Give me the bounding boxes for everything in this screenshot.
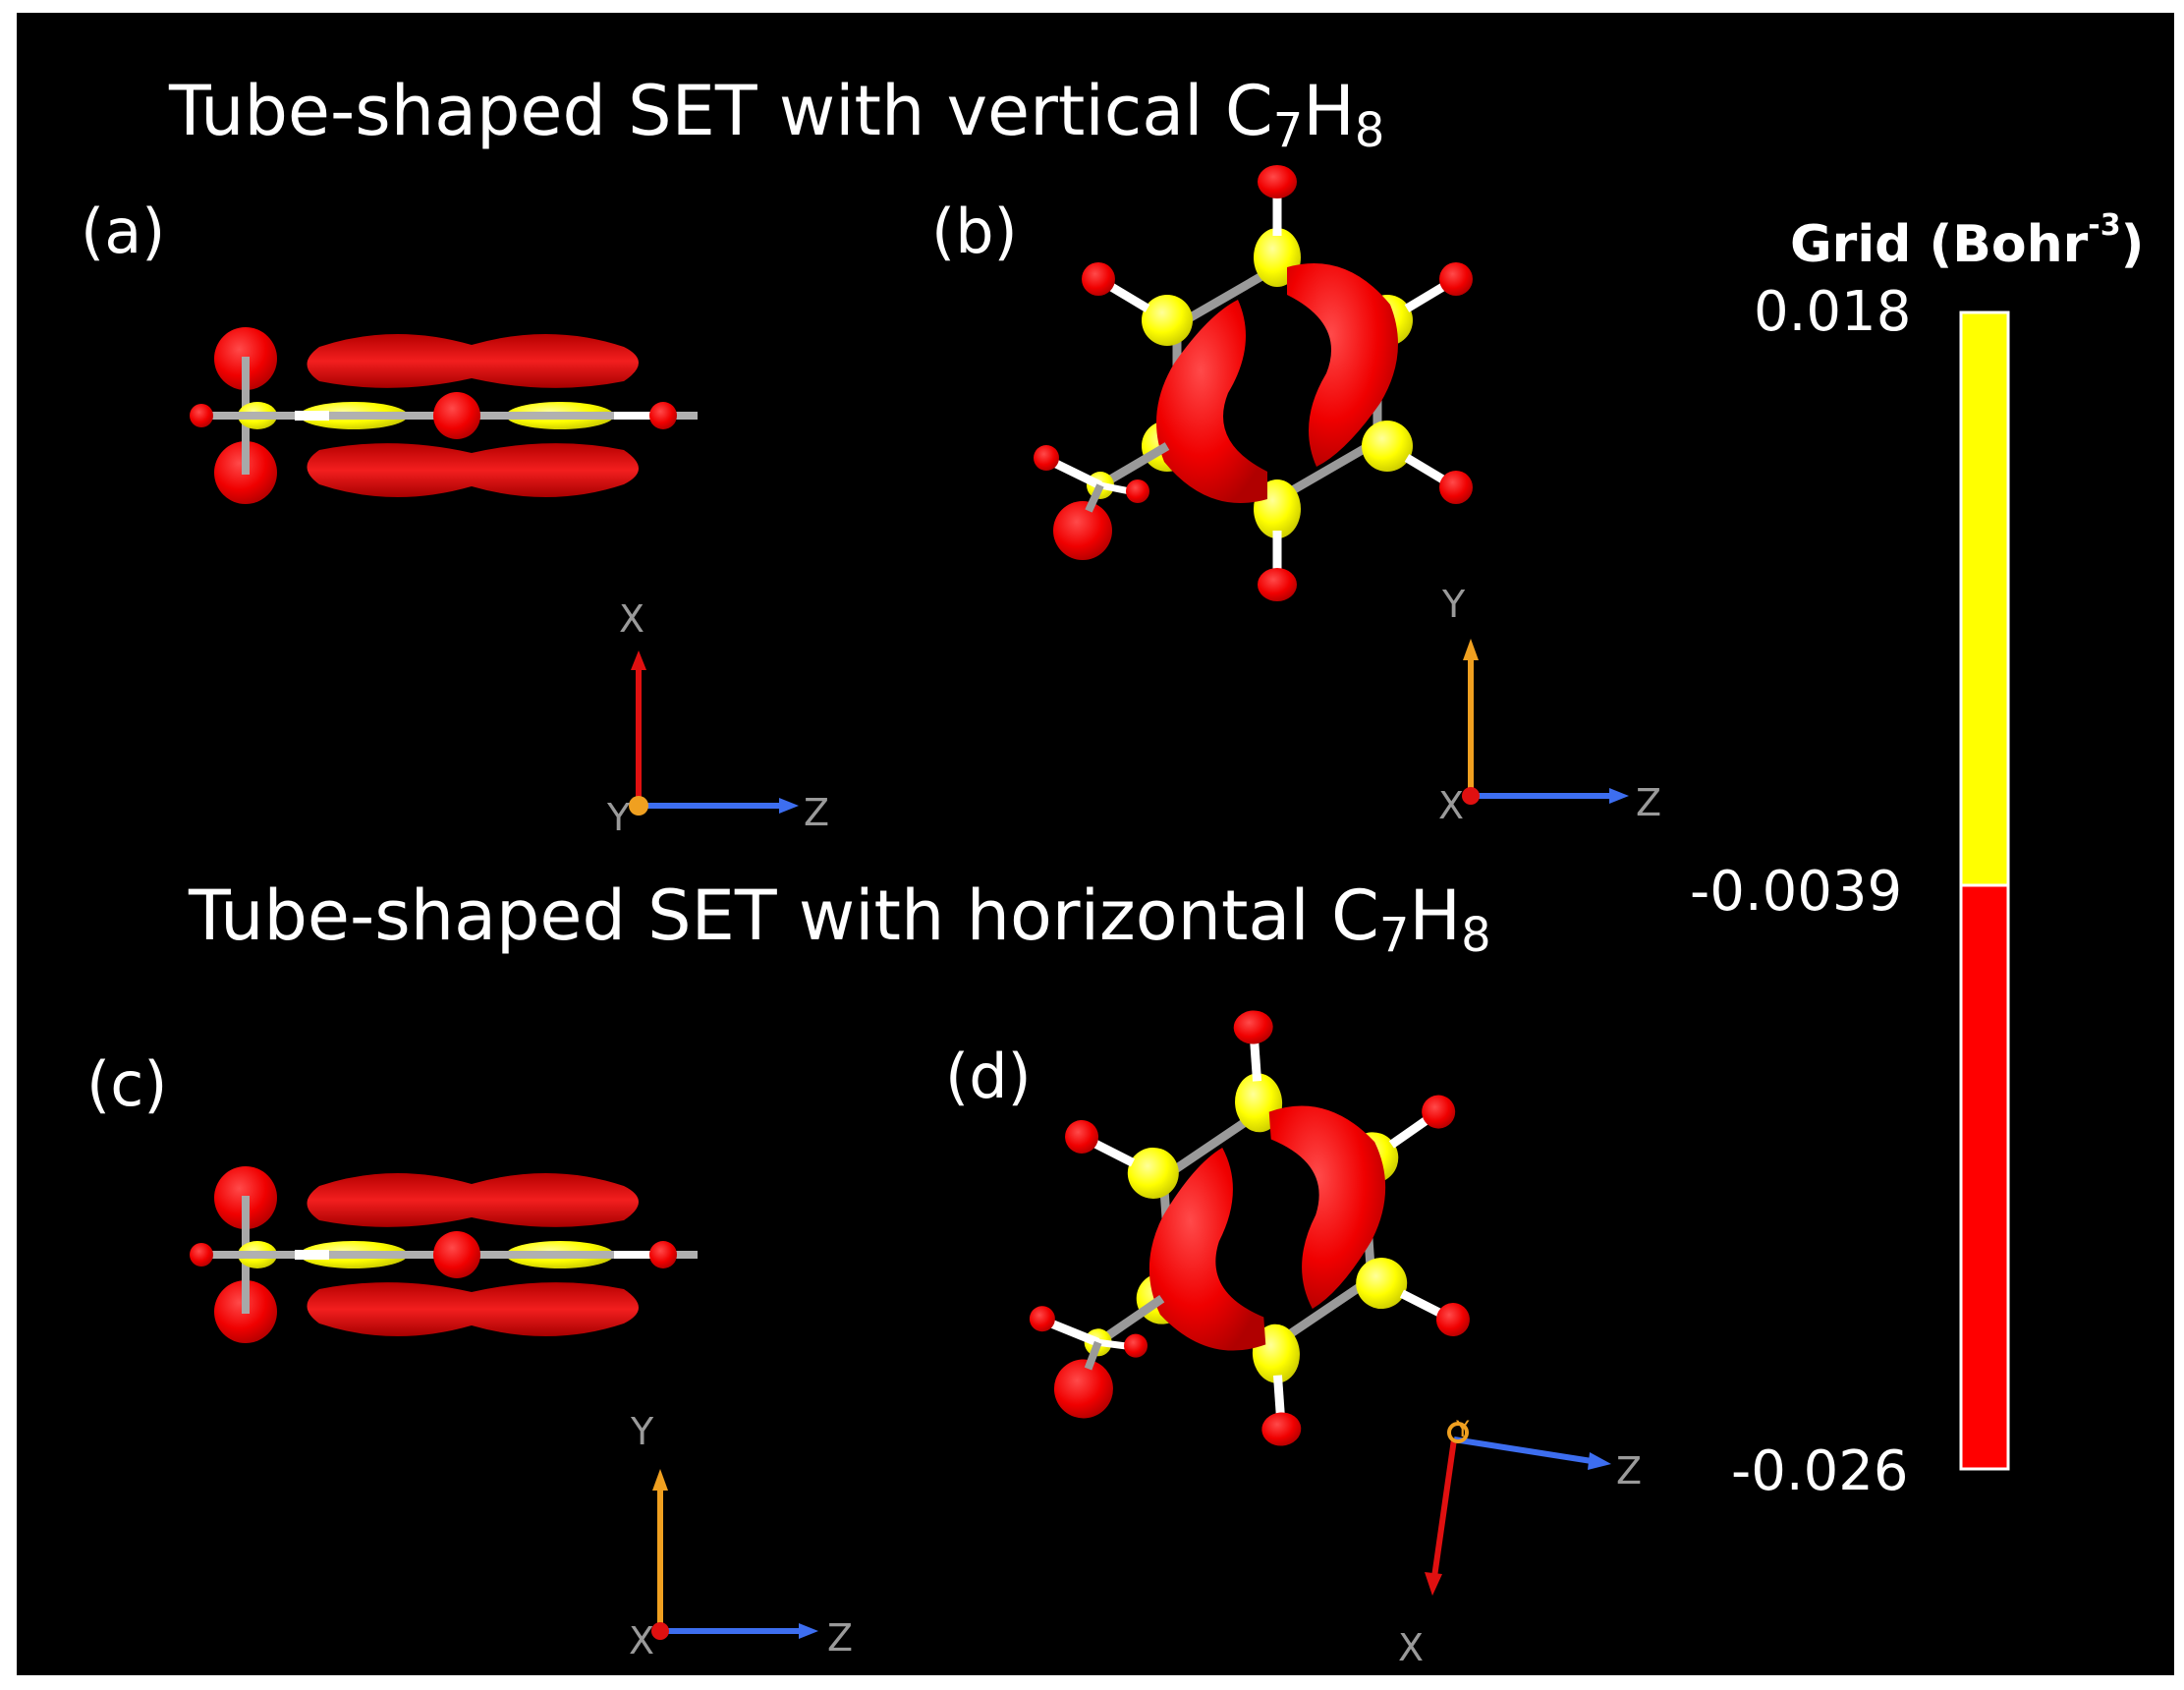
axis-label-up: Y (630, 1410, 654, 1453)
colorbar-title-close: ) (2120, 215, 2145, 274)
axis-label-origin: X (629, 1619, 654, 1662)
title-top: Tube-shaped SET with vertical C7H8 (169, 77, 1384, 154)
colorbar-max-label: 0.018 (1754, 280, 1912, 344)
title-bottom: Tube-shaped SET with horizontal C7H8 (189, 881, 1491, 959)
title-top-sub-8: 8 (1354, 103, 1385, 158)
panel-label-d: (d) (945, 1041, 1032, 1112)
colorbar-title-text: Grid (Bohr (1790, 215, 2089, 274)
axis-label-origin: Y (1455, 1418, 1470, 1442)
panel-label-c: (c) (86, 1048, 168, 1120)
axis-triad-c: Y Z X (629, 1410, 853, 1662)
colorbar-lower-segment (1959, 883, 2010, 1471)
title-bottom-text: Tube-shaped SET with horizontal C (189, 875, 1379, 956)
axis-down-arrowhead (1425, 1572, 1442, 1596)
title-top-sub-7: 7 (1272, 103, 1304, 158)
panel-label-a: (a) (81, 196, 166, 267)
axis-right-arrowhead (799, 1623, 818, 1639)
axis-label-right: Z (827, 1616, 853, 1660)
molecule-top-view-d (1009, 997, 1478, 1463)
title-bottom-sub-7: 7 (1378, 908, 1410, 963)
axis-origin-dot (1462, 787, 1480, 805)
axis-label-origin: X (1438, 784, 1464, 827)
axis-label-right: Z (1636, 781, 1661, 824)
axis-right-arrowhead (1588, 1452, 1611, 1470)
molecule-side-view-c (190, 1166, 698, 1343)
title-bottom-sub-8: 8 (1461, 908, 1491, 963)
axis-right-arrow (1453, 1436, 1593, 1464)
colorbar-upper-segment (1959, 310, 2010, 887)
molecule-side-view-a (190, 327, 698, 504)
title-top-h: H (1303, 71, 1355, 151)
axis-up-arrowhead (652, 1469, 668, 1491)
axis-down-arrow (1431, 1438, 1457, 1578)
axis-right-arrowhead (1609, 788, 1629, 804)
title-top-text: Tube-shaped SET with vertical C (169, 71, 1273, 151)
axis-up-arrowhead (1463, 639, 1479, 660)
panel-label-b: (b) (931, 196, 1018, 267)
axis-label-right: Z (1616, 1449, 1642, 1493)
colorbar (1959, 310, 2010, 1471)
axis-right-arrowhead (779, 798, 799, 814)
axis-triad-a: X Z Y (606, 597, 829, 839)
axis-label-up: X (619, 597, 644, 641)
colorbar-title: Grid (Bohr-3) (1790, 208, 2144, 271)
axis-label-right: Z (804, 791, 829, 834)
axis-origin-dot (1447, 1422, 1469, 1443)
axis-triad-d: X Z Y (1398, 1418, 1642, 1669)
axis-label-up: Y (1441, 583, 1466, 626)
title-bottom-h: H (1409, 875, 1462, 956)
axis-label-origin: Y (606, 796, 631, 839)
axis-origin-dot (629, 796, 648, 816)
molecule-top-view-b (1034, 165, 1473, 601)
axis-up-arrowhead (631, 650, 646, 670)
colorbar-mid-label: -0.0039 (1690, 860, 1903, 924)
axis-label-down: X (1398, 1626, 1424, 1669)
axis-origin-dot (651, 1622, 669, 1640)
colorbar-title-exponent: -3 (2088, 208, 2121, 243)
colorbar-min-label: -0.026 (1731, 1439, 1909, 1503)
axis-triad-b: Y Z X (1438, 583, 1661, 827)
